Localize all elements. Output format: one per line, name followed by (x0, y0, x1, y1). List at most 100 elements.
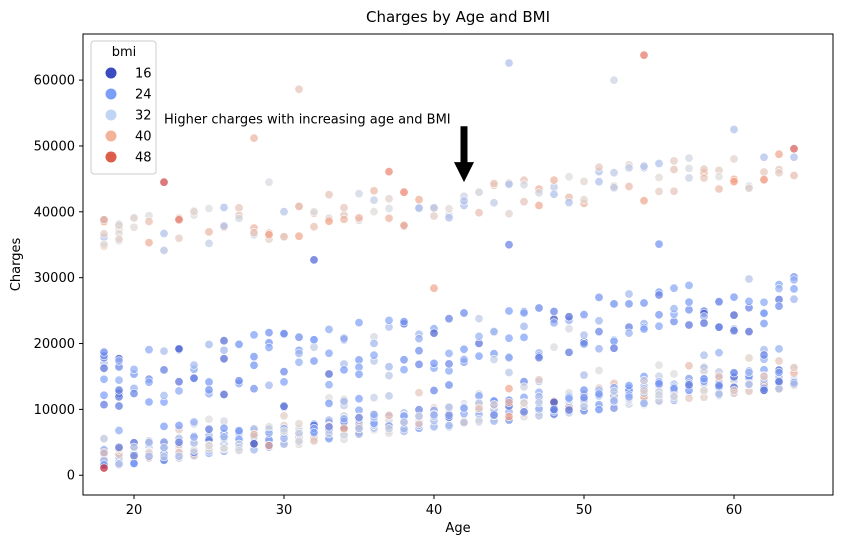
data-point (564, 312, 574, 322)
data-point (324, 422, 334, 432)
data-point (789, 171, 799, 181)
data-point (324, 398, 334, 408)
data-point (729, 177, 739, 187)
data-point (549, 189, 559, 199)
data-point (429, 358, 439, 368)
data-point (669, 392, 679, 402)
data-point (474, 187, 484, 197)
data-point (294, 419, 304, 429)
data-point (444, 402, 454, 412)
data-point (654, 290, 664, 300)
data-point (459, 354, 469, 364)
data-point (204, 204, 214, 214)
data-point (594, 316, 604, 326)
data-point (759, 371, 769, 381)
data-point (564, 198, 574, 208)
data-point (369, 350, 379, 360)
data-point (609, 343, 619, 353)
data-point (744, 367, 754, 377)
data-point (459, 308, 469, 318)
data-point (159, 365, 169, 375)
y-tick-label: 10000 (34, 403, 75, 418)
data-point (429, 211, 439, 221)
data-point (429, 410, 439, 420)
data-point (714, 371, 724, 381)
data-point (99, 433, 109, 443)
data-point (534, 353, 544, 363)
data-point (219, 221, 229, 231)
data-point (519, 308, 529, 318)
data-point (264, 422, 274, 432)
legend-label: 16 (135, 67, 152, 82)
data-point (204, 441, 214, 451)
data-point (324, 190, 334, 200)
data-point (339, 203, 349, 213)
data-point (654, 187, 664, 197)
data-point (489, 326, 499, 336)
data-point (669, 186, 679, 196)
data-point (369, 338, 379, 348)
data-point (204, 414, 214, 424)
data-point (639, 375, 649, 385)
data-point (759, 385, 769, 395)
data-point (99, 215, 109, 225)
data-point (219, 432, 229, 442)
legend-label: 32 (135, 109, 152, 124)
data-point (684, 163, 694, 173)
data-point (594, 292, 604, 302)
data-point (159, 442, 169, 452)
plot-frame (82, 33, 834, 496)
data-point (99, 374, 109, 384)
data-point (249, 330, 259, 340)
data-point (624, 182, 634, 192)
data-point (519, 382, 529, 392)
data-point (474, 351, 484, 361)
data-point (279, 329, 289, 339)
data-point (354, 213, 364, 223)
data-point (699, 318, 709, 328)
data-point (114, 356, 124, 366)
data-point (654, 379, 664, 389)
data-point (444, 204, 454, 214)
data-point (714, 381, 724, 391)
data-point (339, 424, 349, 434)
data-point (609, 75, 619, 85)
data-point (774, 376, 784, 386)
data-point (684, 320, 694, 330)
data-point (789, 294, 799, 304)
data-point (189, 373, 199, 383)
data-point (504, 179, 514, 189)
data-point (279, 232, 289, 242)
data-point (504, 412, 514, 422)
data-point (309, 207, 319, 217)
data-point (519, 180, 529, 190)
x-tick-label: 30 (276, 503, 293, 518)
data-point (429, 203, 439, 213)
data-point (609, 168, 619, 178)
data-point (99, 463, 109, 473)
data-point (624, 163, 634, 173)
data-point (759, 175, 769, 185)
data-point (699, 173, 709, 183)
data-point (429, 328, 439, 338)
data-point (684, 393, 694, 403)
data-point (669, 283, 679, 293)
data-point (654, 173, 664, 183)
data-point (789, 275, 799, 285)
data-point (129, 451, 139, 461)
data-point (399, 355, 409, 365)
data-point (384, 213, 394, 223)
data-point (339, 414, 349, 424)
data-point (744, 296, 754, 306)
data-point (654, 159, 664, 169)
data-point (519, 398, 529, 408)
data-point (354, 413, 364, 423)
data-point (504, 333, 514, 343)
data-point (444, 359, 454, 369)
data-point (144, 397, 154, 407)
data-point (174, 451, 184, 461)
legend-marker (105, 67, 117, 79)
data-point (759, 297, 769, 307)
data-point (354, 318, 364, 328)
data-point (294, 231, 304, 241)
